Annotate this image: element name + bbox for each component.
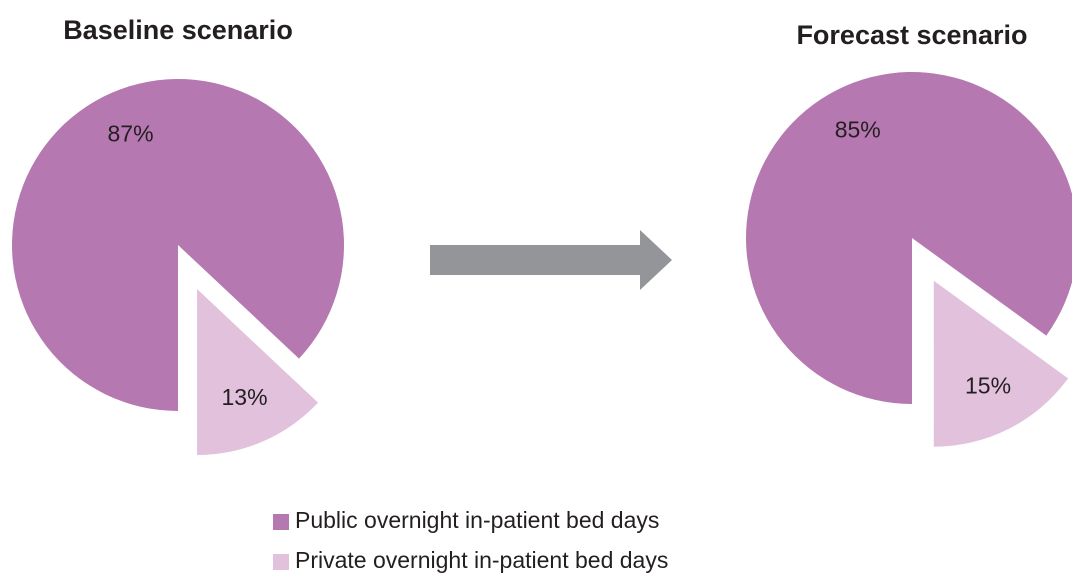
slice-label: 85%	[835, 117, 881, 143]
legend-swatch	[273, 554, 289, 570]
slice-label: 13%	[222, 384, 268, 410]
legend-text: Private overnight in-patient bed days	[295, 547, 668, 573]
slice-label: 87%	[108, 120, 154, 146]
pie-slice	[12, 79, 345, 412]
pie-slice	[933, 280, 1069, 447]
pie-slice	[746, 72, 1072, 404]
chart-title: Baseline scenario	[63, 15, 293, 45]
pie-slice	[197, 289, 319, 456]
chart-title: Forecast scenario	[796, 20, 1027, 50]
arrow	[430, 230, 672, 290]
legend-text: Public overnight in-patient bed days	[295, 507, 659, 533]
slice-label: 15%	[965, 372, 1011, 398]
legend-swatch	[273, 514, 289, 530]
